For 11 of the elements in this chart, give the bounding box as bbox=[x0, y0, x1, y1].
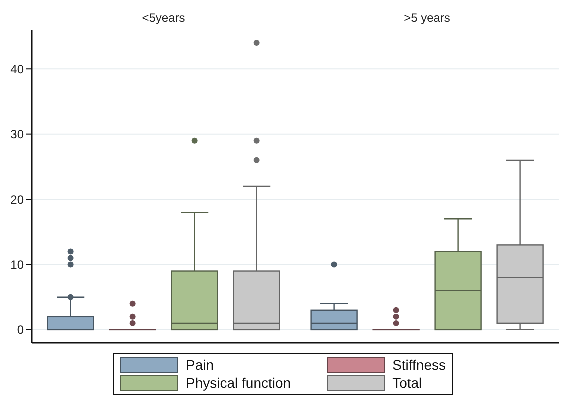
y-tick-label: 30 bbox=[10, 128, 24, 142]
x-tick-label: >5 years bbox=[404, 11, 450, 25]
legend-label: Pain bbox=[186, 357, 214, 373]
legend-label: Total bbox=[392, 375, 422, 391]
legend-label: Stiffness bbox=[392, 357, 446, 373]
y-tick-label: 0 bbox=[17, 323, 24, 338]
y-tick-label: 40 bbox=[10, 62, 24, 76]
x-tick-label: <5years bbox=[142, 11, 186, 25]
y-tick-label: 20 bbox=[10, 192, 24, 207]
y-tick-label: 10 bbox=[10, 258, 24, 272]
legend-label: Physical function bbox=[186, 375, 292, 391]
